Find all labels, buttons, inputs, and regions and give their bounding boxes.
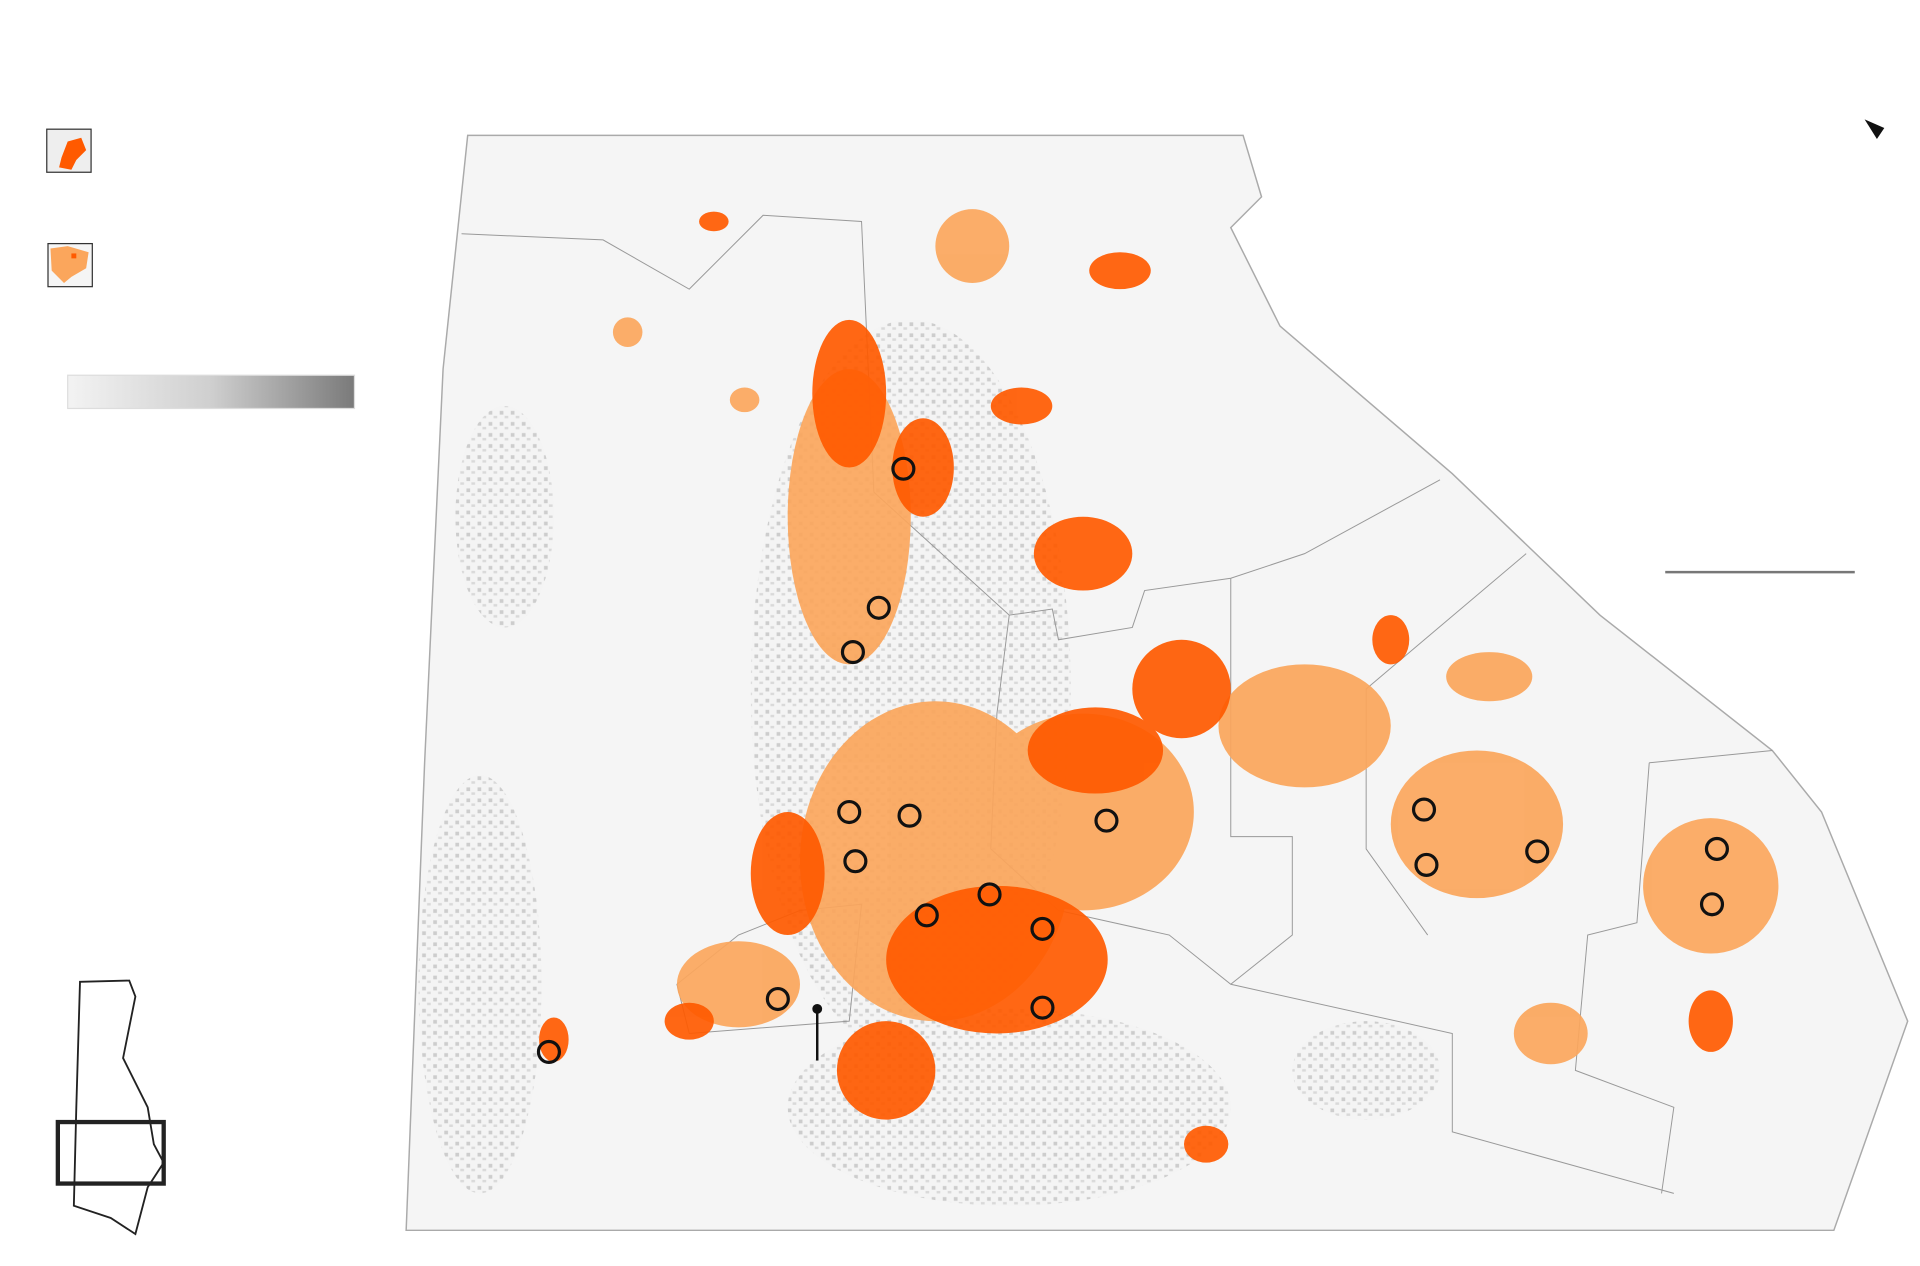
pin-icon [812,1003,823,1061]
circle-marker-icon [765,986,790,1012]
site-markers [536,456,1729,1064]
circle-marker-icon [1699,892,1725,917]
circle-marker-icon [866,595,891,620]
circle-marker-icon [1525,839,1550,864]
circle-marker-icon [840,640,865,665]
circle-marker-icon [1030,916,1055,941]
circle-marker-icon [1411,797,1437,822]
severe-damage-swatch-icon [46,128,92,173]
circle-marker-icon [837,799,862,825]
severe-damage-areas [539,211,1733,1163]
north-arrow-icon [1864,119,1885,140]
legend [46,128,356,410]
moderate-damage-swatch-icon [47,242,93,288]
circle-marker-icon [914,903,939,928]
circle-marker-icon [897,803,922,828]
circle-marker-icon [1094,808,1119,833]
building-density-gradient-icon [67,374,356,410]
circle-marker-icon [891,456,916,481]
circle-marker-icon [536,1039,561,1064]
circle-marker-icon [1704,836,1729,861]
circle-marker-icon [1030,995,1055,1020]
circle-marker-icon [977,882,1002,907]
circle-marker-icon [1414,852,1439,877]
locator-map-icon [55,979,166,1236]
moderate-damage-areas [612,209,1779,1065]
circle-marker-icon [843,849,868,874]
